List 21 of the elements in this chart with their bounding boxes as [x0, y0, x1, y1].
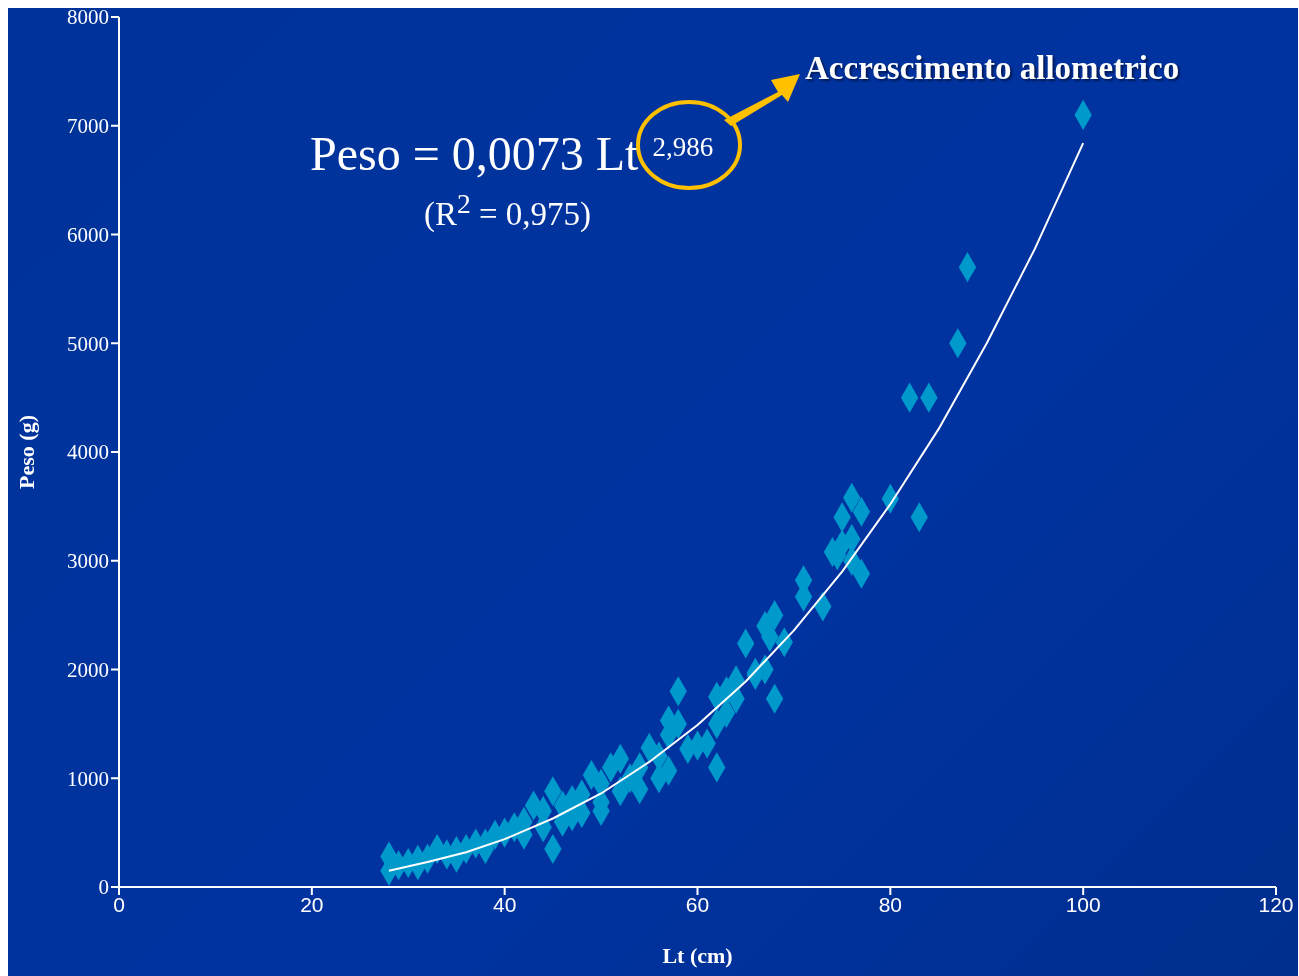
y-tick-label: 5000	[67, 331, 109, 356]
y-tick-label: 4000	[67, 440, 109, 465]
x-axis-title: Lt (cm)	[662, 943, 733, 968]
annotation: (R$^{2}$ = 0,975)	[424, 188, 592, 233]
y-tick-label: 8000	[67, 5, 109, 30]
y-tick-label: 1000	[67, 766, 109, 791]
y-axis-title: Peso (g)	[13, 415, 39, 489]
y-tick-label: 3000	[67, 549, 109, 574]
y-tick-label: 0	[98, 875, 109, 900]
x-tick-label: 120	[1258, 892, 1294, 916]
y-tick-label: 6000	[67, 222, 109, 247]
x-tick-label: 80	[878, 892, 903, 916]
x-tick-label: 20	[300, 892, 324, 916]
annotation: Peso = 0,0073 Lt$^{2,986}$	[310, 126, 714, 181]
annotation: Accrescimento allometrico	[805, 50, 1180, 87]
x-tick-label: 60	[685, 892, 710, 916]
x-tick-label: 100	[1065, 892, 1101, 916]
y-tick-label: 7000	[67, 114, 109, 139]
x-tick-label: 0	[113, 892, 125, 916]
x-tick-label: 40	[492, 892, 517, 916]
y-tick-label: 2000	[67, 657, 109, 682]
